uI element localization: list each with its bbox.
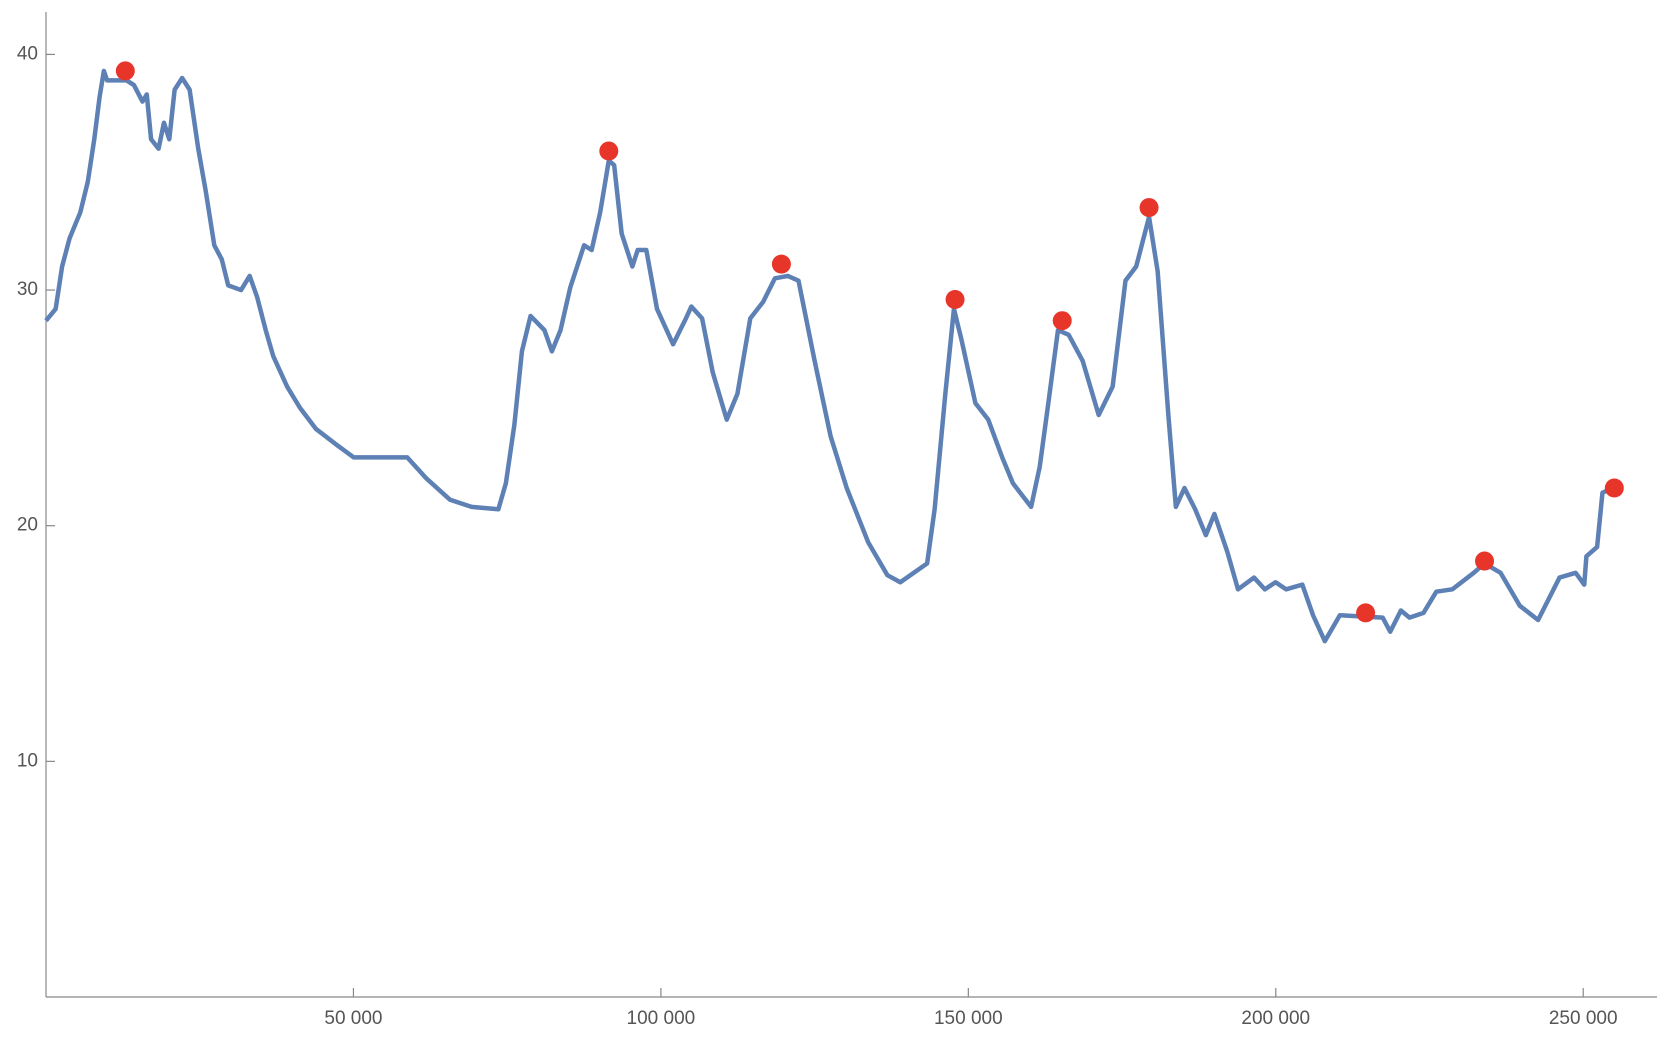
data-point: [1139, 198, 1159, 218]
y-tick-label: 20: [17, 515, 38, 536]
x-tick-label: 50 000: [324, 1008, 382, 1029]
y-tick-label: 40: [17, 43, 38, 64]
data-point: [945, 289, 965, 309]
data-line: [44, 68, 1615, 644]
y-tick-label: 10: [17, 750, 38, 771]
data-point: [115, 61, 135, 81]
data-point: [1356, 603, 1376, 623]
x-tick-label: 100 000: [627, 1008, 696, 1029]
y-tick-label: 30: [17, 279, 38, 300]
x-tick-label: 250 000: [1549, 1008, 1618, 1029]
x-tick-label: 200 000: [1241, 1008, 1310, 1029]
data-point: [1475, 551, 1495, 571]
data-point: [599, 141, 619, 161]
data-point: [771, 254, 791, 274]
data-point: [1604, 478, 1624, 498]
data-point: [1052, 311, 1072, 331]
x-tick-label: 150 000: [934, 1008, 1003, 1029]
